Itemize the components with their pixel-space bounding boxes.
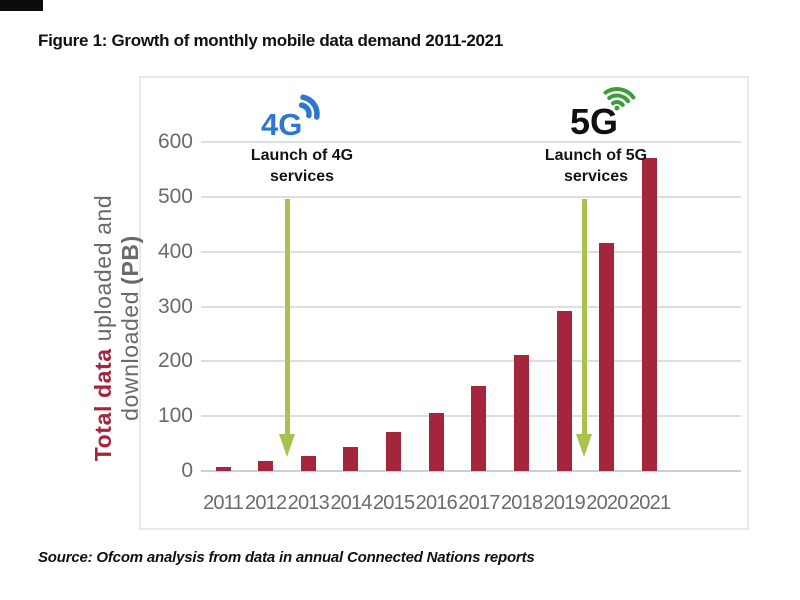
svg-text:5G: 5G xyxy=(570,101,618,140)
y-tick-label-100: 100 xyxy=(157,404,193,428)
y-axis-title: Total data uploaded and downloaded (PB) xyxy=(90,118,146,538)
annotation-5g-line1: Launch of 5G xyxy=(544,147,648,164)
chart-frame: Total data uploaded and downloaded (PB) 0 1… xyxy=(90,76,749,530)
annotation-4g-arrow xyxy=(279,199,295,457)
y-axis-title-unit: (PB) xyxy=(117,235,143,285)
source-note: Source: Ofcom analysis from data in annu… xyxy=(38,549,535,566)
bar-2013 xyxy=(300,456,316,471)
y-tick-label-600: 600 xyxy=(157,130,193,153)
x-axis-line xyxy=(201,470,741,472)
gridline-100 xyxy=(201,415,741,418)
5g-signal-icon: 5G xyxy=(570,87,636,140)
arrow-head-icon xyxy=(279,434,295,457)
gridline-500 xyxy=(201,195,741,198)
bar-2011 xyxy=(215,466,231,471)
y-axis-title-line1: Total data uploaded and xyxy=(90,118,117,538)
y-tick-label-0: 0 xyxy=(181,459,193,482)
y-tick-label-300: 300 xyxy=(157,294,193,318)
x-tick-label-2019: 2019 xyxy=(543,492,586,514)
y-axis-title-line2-rest: downloaded xyxy=(117,290,143,421)
annotation-5g-line2: services xyxy=(563,168,629,185)
y-tick-label-200: 200 xyxy=(157,349,193,373)
x-tick-label-2018: 2018 xyxy=(500,492,543,514)
svg-text:4G: 4G xyxy=(261,107,302,141)
x-tick-label-2012: 2012 xyxy=(245,492,287,514)
4g-signal-icon: 4G xyxy=(261,94,320,141)
y-axis-title-line2: downloaded (PB) xyxy=(117,118,144,538)
annotation-4g-line1: Launch of 4G xyxy=(250,147,354,164)
bar-2017 xyxy=(471,386,487,471)
bar-2012 xyxy=(258,461,274,471)
gridline-300 xyxy=(201,305,741,308)
arrow-line xyxy=(581,199,587,434)
y-axis-title-emphasis: Total data xyxy=(90,348,116,462)
x-tick-label-2020: 2020 xyxy=(586,492,628,514)
top-left-black-bar xyxy=(0,0,43,11)
annotation-4g-line2: services xyxy=(269,168,335,185)
arrow-line xyxy=(284,199,290,434)
x-tick-label-2015: 2015 xyxy=(372,492,415,514)
annotation-4g-label: Launch of 4G services xyxy=(227,145,377,187)
annotation-5g-label: Launch of 5G services xyxy=(521,145,671,187)
x-tick-label-2016: 2016 xyxy=(415,492,458,514)
annotation-5g-arrow xyxy=(576,199,592,457)
bar-2021 xyxy=(642,158,658,471)
y-axis-title-line1-rest: uploaded and xyxy=(90,194,116,342)
x-tick-label-2017: 2017 xyxy=(458,492,500,514)
bar-2016 xyxy=(428,413,444,471)
bar-2015 xyxy=(386,432,402,471)
bar-2014 xyxy=(343,447,359,471)
arrow-head-icon xyxy=(576,434,592,457)
x-tick-label-2021: 2021 xyxy=(628,492,671,514)
y-tick-label-500: 500 xyxy=(157,184,193,208)
x-tick-label-2014: 2014 xyxy=(330,492,372,514)
gridline-400 xyxy=(201,250,741,253)
bar-2019 xyxy=(556,311,572,471)
bar-2020 xyxy=(599,243,615,471)
bar-2018 xyxy=(514,355,530,471)
y-tick-label-400: 400 xyxy=(157,239,193,263)
x-tick-label-2011: 2011 xyxy=(203,492,244,514)
gridline-200 xyxy=(201,360,741,363)
figure-title: Figure 1: Growth of monthly mobile data … xyxy=(38,31,503,50)
gridline-600 xyxy=(201,141,741,143)
x-tick-label-2013: 2013 xyxy=(287,492,330,514)
